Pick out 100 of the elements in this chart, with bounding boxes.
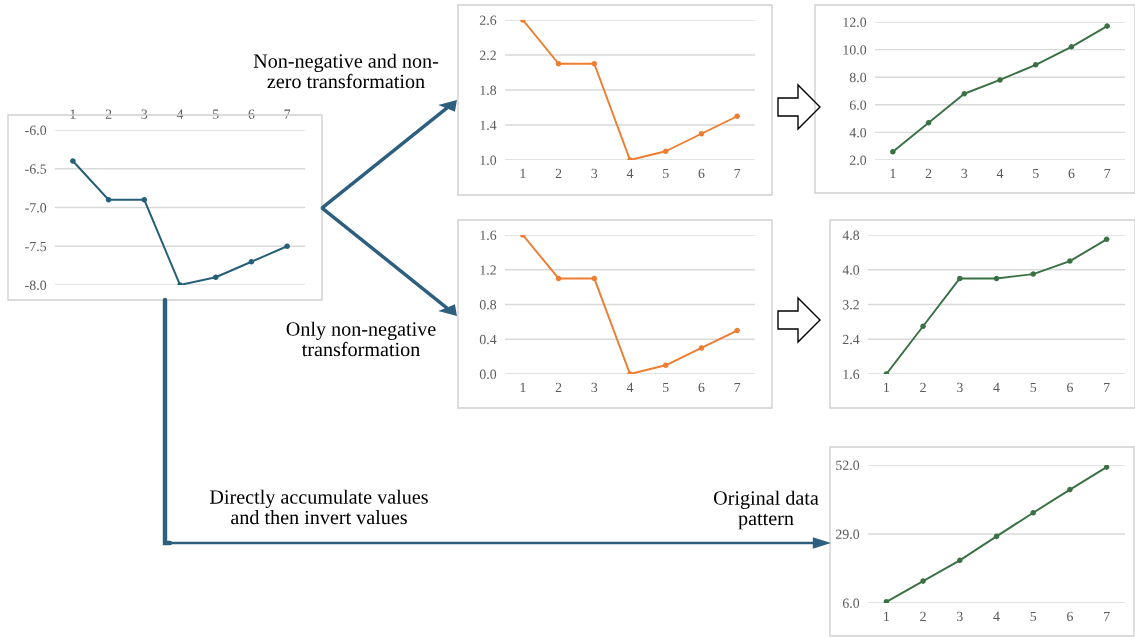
text: Directly accumulate values and then invert values (209, 489, 428, 525)
x-tick-label: 7 (734, 168, 741, 178)
x-tick-label: 1 (520, 382, 526, 392)
x-tick-label: 6 (1068, 168, 1075, 179)
point (555, 275, 562, 282)
y-tick-label: 4.8 (842, 230, 860, 241)
x-tick-label: 7 (1104, 382, 1110, 392)
x-tick-label: 7 (734, 382, 741, 392)
y-tick-label: 0.0 (479, 369, 497, 380)
y-tick-label: 8.0 (849, 72, 867, 83)
point (70, 158, 76, 164)
text: Original data pattern (713, 490, 819, 530)
x-tick-label: 1 (520, 168, 526, 178)
x-tick-label: 4 (176, 109, 184, 119)
y-tick-label: 2.2 (479, 50, 496, 61)
text: Only non-negative transformation (286, 321, 436, 357)
text: Non-negative and non- zero transformation (253, 53, 439, 89)
y-tick-label: 1.6 (480, 230, 497, 241)
point (1103, 236, 1110, 243)
point (1068, 44, 1075, 50)
y-tick-label: 3.2 (842, 300, 859, 310)
y-tick-label: 1.4 (480, 120, 497, 131)
point (105, 196, 112, 203)
x-tick-label: 2 (555, 382, 562, 392)
x-tick-label: 5 (1030, 611, 1037, 622)
y-tick-label: -7.5 (25, 241, 47, 252)
x-tick-label: 4 (996, 168, 1004, 178)
x-tick-label: 3 (956, 382, 963, 393)
point (1103, 465, 1110, 470)
point (925, 119, 932, 126)
point (591, 60, 598, 67)
point (555, 60, 562, 67)
point (1067, 486, 1073, 493)
point (698, 130, 705, 137)
point (141, 196, 148, 203)
x-tick-label: 5 (663, 168, 669, 179)
y-tick-label: -8.0 (25, 280, 47, 291)
point (1032, 62, 1039, 68)
y-tick-label: -6.0 (25, 125, 47, 136)
y-tick-label: 1.2 (480, 265, 496, 275)
x-tick-label: 6 (1067, 382, 1073, 393)
point (993, 533, 1000, 540)
x-tick-label: 6 (248, 109, 255, 119)
y-tick-label: 2.4 (842, 334, 860, 345)
x-tick-label: 2 (105, 109, 112, 119)
x-tick-label: 4 (626, 168, 634, 178)
x-tick-label: 7 (1104, 168, 1111, 178)
y-tick-label: 52.0 (836, 460, 860, 471)
x-tick-label: 3 (141, 109, 148, 119)
x-tick-label: 2 (920, 611, 926, 621)
y-tick-label: 12.0 (843, 17, 867, 28)
x-tick-label: 4 (626, 382, 634, 392)
point (734, 327, 740, 334)
y-tick-label: 2.0 (849, 155, 867, 166)
x-tick-label: 2 (920, 382, 926, 392)
x-tick-label: 1 (884, 382, 889, 392)
point (284, 243, 290, 250)
x-tick-label: 3 (591, 382, 598, 393)
y-tick-label: 10.0 (843, 45, 867, 55)
x-tick-label: 3 (591, 168, 598, 179)
point (1104, 23, 1110, 29)
point (1067, 258, 1073, 264)
point (698, 345, 705, 351)
point (920, 323, 926, 329)
x-tick-label: 3 (961, 168, 968, 179)
y-tick-label: -7.0 (25, 203, 47, 213)
x-tick-label: 7 (1104, 611, 1110, 621)
point (734, 113, 740, 120)
x-tick-label: 3 (956, 611, 963, 622)
x-tick-label: 7 (284, 109, 291, 119)
x-tick-label: 2 (555, 168, 562, 178)
point (961, 90, 968, 97)
x-tick-label: 5 (1030, 382, 1037, 393)
point (662, 362, 669, 369)
x-tick-label: 6 (1067, 611, 1073, 622)
y-tick-label: 1.0 (480, 155, 497, 166)
x-tick-label: 1 (70, 109, 76, 119)
x-tick-label: 1 (890, 168, 896, 178)
x-tick-label: 1 (884, 611, 889, 621)
x-tick-label: 5 (213, 109, 219, 119)
point (890, 148, 896, 155)
point (920, 578, 926, 584)
y-tick-label: 1.6 (843, 369, 860, 380)
point (248, 258, 255, 265)
point (997, 77, 1003, 83)
x-tick-label: 5 (663, 382, 669, 393)
x-tick-label: 2 (925, 168, 932, 178)
x-tick-label: 4 (993, 382, 1000, 392)
x-tick-label: 5 (1033, 168, 1039, 179)
y-tick-label: 0.4 (479, 334, 497, 345)
point (957, 275, 963, 282)
x-tick-label: 6 (698, 382, 705, 393)
point (1030, 271, 1036, 277)
y-tick-label: 1.8 (480, 85, 497, 96)
point (662, 148, 669, 155)
point (957, 557, 963, 564)
y-tick-label: 2.6 (479, 15, 497, 26)
y-tick-label: 4.0 (842, 265, 860, 275)
y-tick-label: 29.0 (835, 529, 860, 540)
y-tick-label: -6.5 (25, 164, 47, 174)
